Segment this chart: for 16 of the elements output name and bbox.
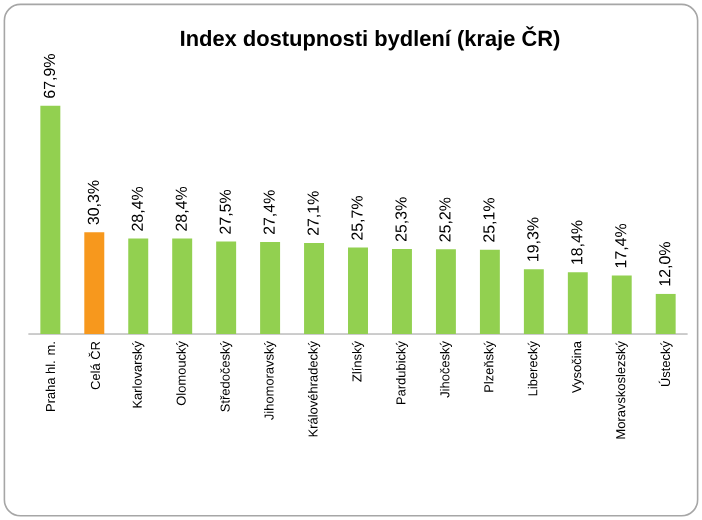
bar bbox=[172, 238, 193, 334]
bar bbox=[260, 241, 281, 334]
bar bbox=[40, 105, 61, 334]
bar bbox=[216, 241, 237, 334]
bar bbox=[348, 247, 368, 334]
bar bbox=[655, 293, 676, 334]
bar bbox=[567, 272, 588, 334]
bar bbox=[523, 269, 544, 334]
bar bbox=[435, 249, 456, 334]
bar bbox=[84, 232, 105, 334]
bar bbox=[128, 238, 149, 334]
chart-title: Index dostupnosti bydlení (kraje ČR) bbox=[181, 26, 560, 51]
bar bbox=[391, 248, 412, 334]
bar bbox=[479, 249, 500, 334]
bar bbox=[304, 242, 325, 334]
bar bbox=[611, 275, 632, 334]
